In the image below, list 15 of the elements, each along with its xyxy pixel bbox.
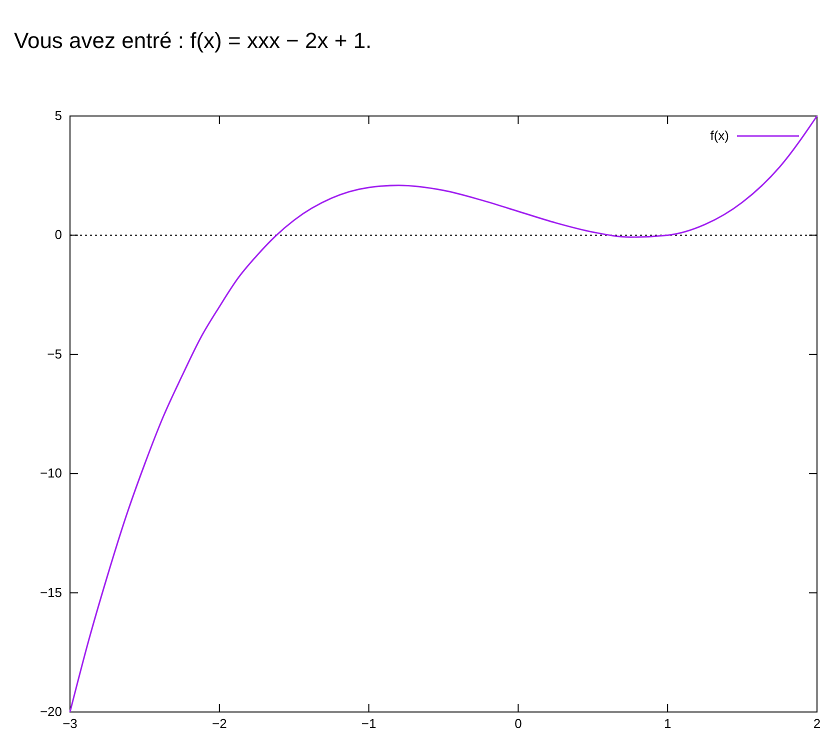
line-series — [69, 115, 818, 713]
y-tick-label: 5 — [54, 108, 62, 123]
x-tick-label: 0 — [514, 716, 522, 731]
x-tick-label: 2 — [813, 716, 821, 731]
y-tick-label: −15 — [40, 584, 62, 600]
x-tick-label: −1 — [361, 716, 376, 731]
y-tick-label: −20 — [40, 704, 62, 719]
chart-title: Vous avez entré : f(x) = xxx − 2x + 1. — [14, 28, 372, 53]
x-tick-label: 1 — [664, 716, 672, 731]
y-tick-label: −5 — [47, 346, 62, 362]
legend-label: f(x) — [710, 128, 729, 143]
y-tick-label: −10 — [40, 466, 62, 481]
x-tick-label: −2 — [212, 716, 227, 731]
x-tick-label: −3 — [62, 716, 78, 731]
y-tick-label: 0 — [54, 227, 62, 242]
